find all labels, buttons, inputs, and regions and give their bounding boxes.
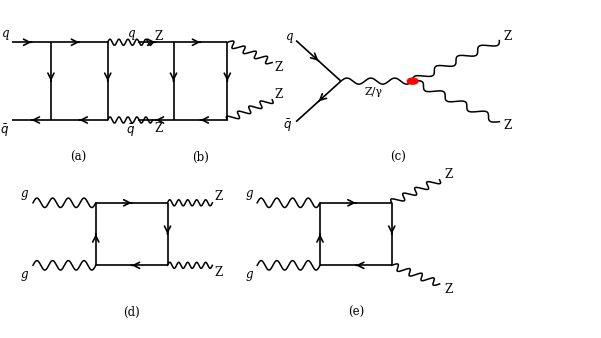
Text: (a): (a) (70, 151, 86, 164)
Text: (c): (c) (390, 151, 406, 164)
Text: g: g (245, 268, 252, 281)
Text: g: g (245, 187, 252, 200)
Text: Z: Z (444, 283, 453, 296)
Text: (e): (e) (348, 306, 364, 319)
Text: (d): (d) (123, 306, 140, 319)
Text: (b): (b) (192, 151, 209, 164)
Text: $\bar{q}$: $\bar{q}$ (126, 123, 135, 139)
Text: Z: Z (274, 61, 282, 74)
Text: $\bar{q}$: $\bar{q}$ (283, 118, 292, 134)
Text: Z: Z (154, 30, 163, 43)
Text: Z: Z (444, 168, 453, 180)
Text: g: g (21, 187, 28, 200)
Text: q: q (128, 27, 135, 40)
Circle shape (407, 78, 418, 84)
Text: Z/γ: Z/γ (365, 87, 383, 97)
Text: Z: Z (274, 88, 282, 101)
Text: Z: Z (154, 122, 163, 135)
Text: Z: Z (214, 190, 222, 203)
Text: $\bar{q}$: $\bar{q}$ (1, 123, 10, 139)
Text: q: q (286, 30, 294, 43)
Text: Z: Z (503, 30, 511, 43)
Text: q: q (2, 27, 10, 40)
Text: Z: Z (503, 119, 511, 132)
Text: g: g (21, 268, 28, 281)
Text: Z: Z (214, 266, 222, 279)
